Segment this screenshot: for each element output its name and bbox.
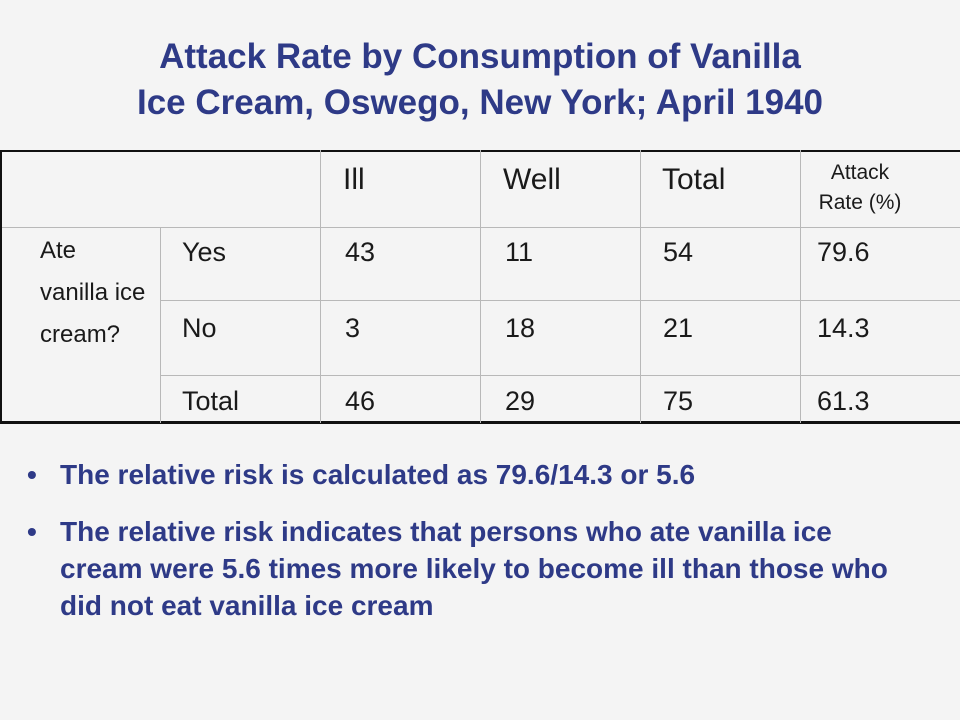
- row-no-label: No: [182, 313, 217, 343]
- bullet-list: • The relative risk is calculated as 79.…: [0, 456, 960, 644]
- slide-title: Attack Rate by Consumption of Vanilla Ic…: [0, 34, 960, 126]
- header-attack-rate-line-2: Rate (%): [818, 191, 902, 214]
- bullet-item: • The relative risk is calculated as 79.…: [0, 456, 960, 493]
- row-yes-label: Yes: [182, 237, 227, 267]
- slide-title-line-1: Attack Rate by Consumption of Vanilla: [159, 37, 801, 76]
- row-total-attack-rate: 61.3: [817, 386, 870, 416]
- row-divider-2: [160, 375, 960, 376]
- column-divider-total: [640, 150, 641, 423]
- column-divider-attack-rate: [800, 150, 801, 423]
- row-no-ill: 3: [345, 313, 361, 343]
- header-total: Total: [662, 163, 726, 196]
- row-yes-well: 11: [505, 237, 534, 267]
- header-ill: Ill: [343, 163, 365, 196]
- row-total-well: 29: [505, 386, 536, 416]
- column-divider-label: [160, 227, 161, 423]
- column-divider-ill: [320, 150, 321, 423]
- row-no-total: 21: [663, 313, 694, 343]
- row-yes-attack-rate: 79.6: [817, 237, 870, 267]
- bullet-item: • The relative risk indicates that perso…: [0, 513, 960, 624]
- header-well: Well: [503, 163, 561, 196]
- row-group-label: Ate vanilla ice cream?: [40, 237, 146, 348]
- header-attack-rate: Attack Rate (%): [800, 158, 920, 218]
- bullet-text: The relative risk is calculated as 79.6/…: [60, 459, 696, 490]
- row-total-ill: 46: [345, 386, 376, 416]
- row-no-attack-rate: 14.3: [817, 313, 870, 343]
- row-total-total: 75: [663, 386, 694, 416]
- row-yes-ill: 43: [345, 237, 376, 267]
- header-attack-rate-line-1: Attack: [830, 161, 890, 184]
- row-yes-total: 54: [663, 237, 694, 267]
- row-no-well: 18: [505, 313, 536, 343]
- column-divider-well: [480, 150, 481, 423]
- row-divider-1: [160, 300, 960, 301]
- bullet-icon: •: [27, 516, 37, 547]
- table-left-border: [0, 150, 2, 424]
- bullet-text: The relative risk indicates that persons…: [60, 516, 888, 621]
- attack-rate-table: Ill Well Total Attack Rate (%) Ate vanil…: [0, 150, 960, 426]
- slide-title-line-2: Ice Cream, Oswego, New York; April 1940: [136, 83, 824, 122]
- bullet-icon: •: [27, 459, 37, 490]
- row-total-label: Total: [182, 386, 240, 416]
